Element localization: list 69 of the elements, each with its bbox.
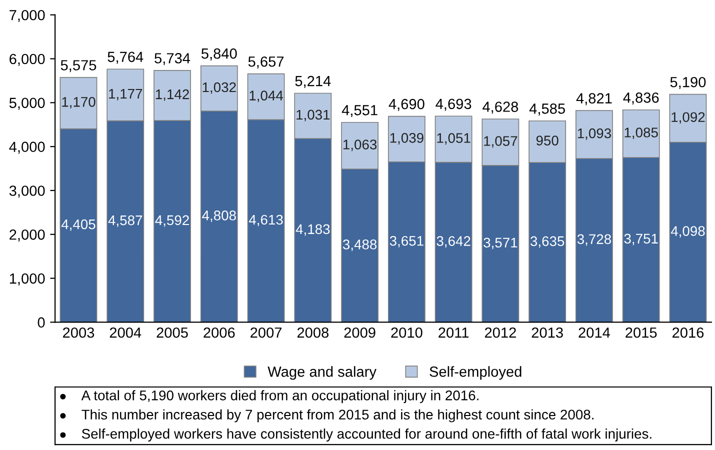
data-label: 4,183 (296, 224, 330, 236)
data-label: 1,032 (202, 82, 236, 94)
y-tick-label: 6,000 (10, 54, 45, 66)
data-label: 3,635 (530, 236, 564, 248)
text: A total of 5,190 workers died from an occupational injury in 2016. (81, 390, 478, 404)
legend-label: Self-employed (430, 366, 522, 380)
total-label: 4,693 (436, 98, 472, 111)
data-label: 1,177 (109, 88, 142, 100)
total-label: 4,551 (342, 105, 378, 118)
x-tick-label: 2011 (438, 327, 469, 338)
legend-label: Wage and salary (268, 366, 376, 380)
x-tick-label: 2014 (578, 327, 610, 338)
data-label: 3,651 (390, 236, 424, 248)
data-label: 1,093 (578, 128, 611, 140)
y-tick-label: 5,000 (9, 98, 45, 110)
data-label: 4,587 (108, 215, 142, 227)
x-tick-label: 2005 (156, 327, 188, 338)
data-label: 3,571 (484, 238, 518, 250)
x-tick-label: 2016 (672, 327, 704, 338)
total-label: 4,690 (388, 98, 424, 111)
total-label: 4,836 (623, 92, 659, 105)
total-label: 5,657 (248, 56, 284, 68)
x-tick-label: 2012 (484, 327, 516, 338)
data-label: 1,092 (672, 112, 705, 124)
x-tick-label: 2008 (297, 327, 329, 338)
data-label: 1,031 (296, 110, 330, 122)
text: Self-employed workers have consistently accounted for around one-fifth of fatal work injuries. (82, 428, 652, 442)
data-label: 4,613 (248, 214, 283, 226)
data-label: 3,642 (436, 236, 470, 248)
total-label: 5,575 (60, 60, 96, 72)
x-tick-label: 2010 (391, 327, 422, 338)
data-label: 4,405 (61, 219, 96, 231)
data-label: 1,085 (624, 128, 658, 140)
y-tick-label: 1,000 (10, 273, 45, 286)
x-tick-label: 2007 (250, 327, 282, 338)
data-label: 4,098 (670, 226, 705, 238)
y-tick-label: 7,000 (10, 10, 45, 22)
x-tick-label: 2006 (204, 327, 235, 338)
total-label: 5,764 (108, 52, 144, 64)
data-label: 1,142 (156, 89, 189, 101)
x-tick-label: 2004 (110, 327, 142, 338)
data-label: 1,039 (390, 132, 424, 144)
data-label: 1,063 (343, 140, 377, 152)
y-tick-label: 4,000 (9, 142, 45, 154)
data-label: 3,751 (624, 234, 658, 246)
y-tick-label: 2,000 (10, 229, 45, 242)
y-tick-label: 3,000 (9, 186, 45, 198)
total-label: 4,585 (529, 104, 565, 116)
text: This number increased by 7 percent from 2015 and is the highest count since 2008. (82, 409, 594, 422)
data-label: 950 (536, 136, 558, 146)
x-tick-label: 2009 (344, 327, 376, 338)
x-tick-label: 2003 (63, 327, 94, 338)
data-label: 3,488 (342, 240, 377, 251)
total-label: 4,628 (482, 102, 518, 114)
total-label: 5,214 (295, 76, 331, 88)
data-label: 1,170 (62, 96, 96, 108)
data-label: 4,808 (202, 210, 236, 222)
x-tick-label: 2015 (626, 327, 657, 338)
total-label: 5,734 (154, 53, 190, 66)
x-tick-label: 2013 (532, 327, 563, 338)
data-label: 1,057 (484, 136, 518, 148)
data-label: 4,592 (155, 215, 189, 227)
data-label: 1,044 (250, 90, 284, 102)
y-tick-label: 0 (38, 317, 45, 328)
total-label: 4,821 (576, 93, 612, 106)
data-label: 3,728 (577, 234, 611, 246)
total-label: 5,840 (201, 48, 237, 60)
data-label: 1,051 (437, 133, 470, 145)
total-label: 5,190 (670, 76, 706, 89)
